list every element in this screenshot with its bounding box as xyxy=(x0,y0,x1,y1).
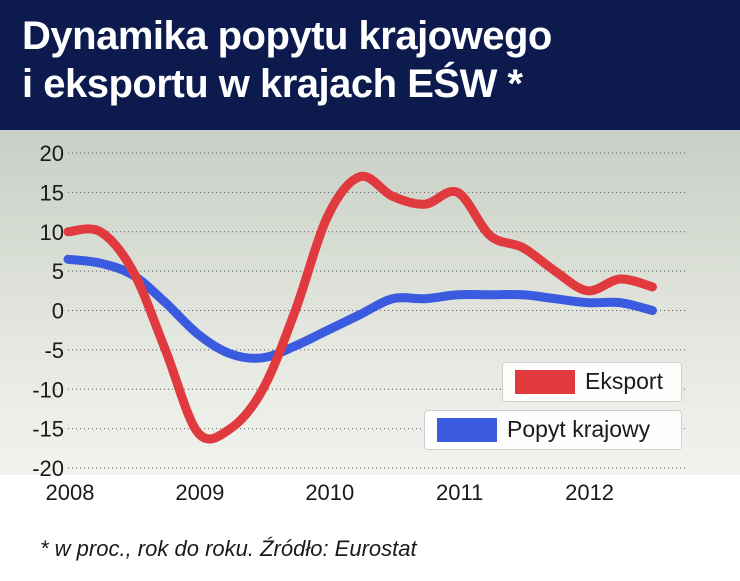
series-line-eksport xyxy=(63,171,657,444)
title-line-1: Dynamika popytu krajowego xyxy=(22,14,552,58)
legend-item-popyt-krajowy: Popyt krajowy xyxy=(424,410,682,450)
title-line-2: i eksportu w krajach EŚW * xyxy=(22,62,523,106)
x-tick-label: 2009 xyxy=(175,480,224,505)
footnote: * w proc., rok do roku. Źródło: Eurostat xyxy=(40,536,417,561)
y-tick-label: -10 xyxy=(32,377,64,402)
series-line-popyt-krajowy xyxy=(63,254,657,363)
x-axis-ticks: 2008 2009 2010 2011 2012 xyxy=(46,480,615,505)
legend-swatch-eksport xyxy=(515,370,575,394)
y-axis-ticks: 20 15 10 5 0 -5 -10 -15 -20 xyxy=(32,141,64,481)
x-tick-label: 2011 xyxy=(436,480,483,505)
line-chart: 20 15 10 5 0 -5 -10 -15 -20 2008 2009 2010 2011 2012 xyxy=(32,141,685,505)
y-tick-label: 20 xyxy=(40,141,64,166)
legend-label-eksport: Eksport xyxy=(585,368,663,394)
legend-item-eksport: Eksport xyxy=(502,362,682,402)
x-tick-label: 2008 xyxy=(46,480,95,505)
y-tick-label: 10 xyxy=(40,220,64,245)
legend-label-popyt-krajowy: Popyt krajowy xyxy=(507,416,651,442)
y-tick-label: -5 xyxy=(44,338,64,363)
chart-title: Dynamika popytu krajowego i eksportu w k… xyxy=(22,12,722,108)
x-tick-label: 2010 xyxy=(305,480,354,505)
legend-swatch-popyt-krajowy xyxy=(437,418,497,442)
y-tick-label: 15 xyxy=(40,180,64,205)
y-tick-label: -20 xyxy=(32,456,64,481)
title-banner: Dynamika popytu krajowego i eksportu w k… xyxy=(0,0,740,130)
x-tick-label: 2012 xyxy=(565,480,614,505)
y-tick-label: -15 xyxy=(32,417,64,442)
y-tick-label: 5 xyxy=(52,259,64,284)
y-tick-label: 0 xyxy=(52,299,64,324)
series-lines xyxy=(63,171,657,444)
